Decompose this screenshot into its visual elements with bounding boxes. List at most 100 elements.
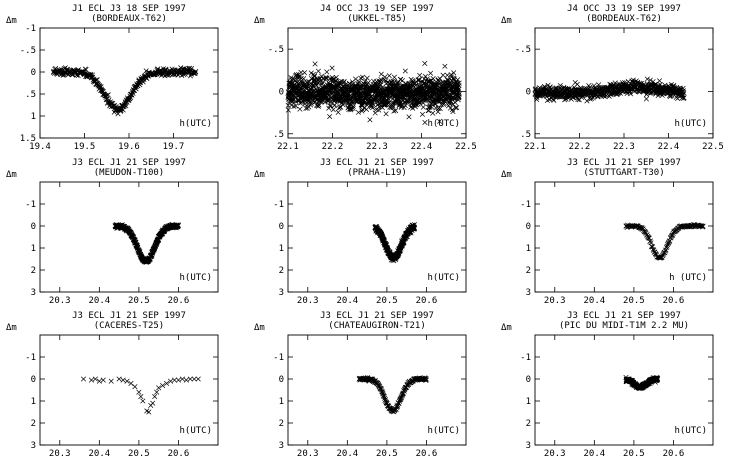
data-point (412, 225, 418, 231)
data-point (455, 77, 461, 83)
y-tick-label: -1 (25, 353, 36, 363)
x-tick-label: 22.4 (658, 142, 680, 152)
data-point (350, 105, 356, 111)
data-point (442, 63, 448, 69)
data-point (314, 83, 320, 89)
data-point (93, 77, 99, 83)
x-tick-label: 20.3 (544, 449, 566, 459)
x-tick-label: 22.1 (277, 142, 299, 152)
y-tick-label: -1 (273, 200, 284, 210)
x-tick-label: 20.3 (49, 449, 71, 459)
data-point (394, 81, 401, 87)
data-point (154, 389, 160, 395)
data-point (404, 99, 411, 105)
data-point (396, 400, 402, 406)
y-axis-label: Δm (6, 16, 17, 26)
y-tick-label: 1 (31, 397, 36, 407)
y-tick-label: 2 (279, 266, 284, 276)
y-tick-label: 1 (31, 244, 36, 254)
data-point (662, 250, 668, 256)
y-tick-label: 1.5 (20, 134, 36, 144)
data-point (440, 72, 446, 78)
panel-subtitle: (BORDEAUX-T62) (586, 14, 662, 24)
x-axis-label: h(UTC) (179, 119, 212, 129)
data-point (136, 389, 142, 395)
data-point (417, 72, 423, 78)
panel-subtitle: (PRAHA-L19) (347, 168, 407, 178)
data-point (307, 102, 314, 108)
data-point (109, 100, 115, 106)
data-point (456, 86, 462, 92)
x-tick-label: 20.5 (623, 449, 645, 459)
panel-title: J4 OCC J3 19 SEP 1997 (567, 4, 681, 14)
light-curve-panel: J1 ECL J3 18 SEP 1997(BORDEAUX-T62) Δm h(U… (6, 4, 219, 152)
plot-frame (534, 334, 714, 446)
y-tick-label: 0 (31, 222, 36, 232)
data-point (378, 78, 384, 85)
data-point (100, 377, 106, 383)
data-point (670, 232, 676, 238)
data-point (330, 107, 336, 113)
y-tick-label: 3 (526, 288, 531, 298)
data-point (290, 97, 296, 103)
x-tick-label: 20.5 (128, 296, 150, 306)
y-tick-label: 1 (526, 397, 531, 407)
data-point (422, 60, 428, 67)
data-point (657, 82, 663, 88)
data-point (442, 93, 448, 99)
y-axis-label: Δm (6, 323, 17, 333)
y-tick-label: 0 (526, 375, 531, 385)
y-tick-label: 0 (279, 87, 284, 97)
data-point (575, 96, 581, 103)
data-point (612, 80, 618, 86)
data-point (303, 105, 309, 111)
x-tick-label: 22.1 (524, 142, 546, 152)
data-point (655, 376, 661, 382)
data-point (293, 103, 299, 109)
data-point (394, 404, 400, 410)
y-tick-label: 2 (31, 266, 36, 276)
data-point (332, 102, 338, 108)
data-point (402, 68, 408, 74)
light-curve-panel: J3 ECL J1 21 SEP 1997(CHATEAUGIRON-T21) Δ… (254, 311, 467, 459)
data-point (355, 109, 361, 115)
data-point (643, 96, 649, 102)
light-curve-panel: J3 ECL J1 21 SEP 1997(STUTTGART-T30) Δm h … (501, 158, 714, 306)
data-point (363, 106, 370, 112)
data-point (450, 109, 456, 115)
x-axis-label: h(UTC) (427, 273, 460, 283)
data-point (382, 397, 389, 403)
data-point (587, 96, 593, 102)
y-tick-label: -1 (25, 200, 36, 210)
data-point (133, 86, 139, 92)
data-point (406, 114, 412, 120)
light-curve-panel: J3 ECL J1 21 SEP 1997(PIC DU MIDI-T1M 2.… (501, 311, 714, 459)
x-tick-label: 22.2 (569, 142, 591, 152)
data-point (140, 398, 146, 404)
y-axis-label: Δm (6, 170, 17, 180)
x-tick-label: 20.5 (376, 296, 398, 306)
data-point (680, 88, 686, 94)
data-point (333, 78, 339, 84)
data-point (138, 394, 144, 400)
y-tick-label: -.5 (515, 45, 531, 55)
x-axis-label: h(UTC) (674, 119, 707, 129)
x-axis-label: h(UTC) (427, 119, 460, 129)
data-point (288, 102, 294, 108)
y-tick-label: .5 (273, 130, 284, 140)
data-point (124, 378, 130, 384)
data-point (164, 380, 170, 386)
data-point (362, 78, 368, 85)
data-point (644, 76, 650, 82)
y-axis-label: Δm (254, 323, 265, 333)
y-tick-label: 1 (279, 397, 284, 407)
data-point (364, 75, 370, 81)
data-point (640, 226, 646, 232)
data-point (382, 395, 388, 401)
data-point (647, 77, 653, 83)
data-point (430, 110, 436, 116)
data-point (327, 113, 333, 120)
x-tick-label: 20.4 (583, 296, 605, 306)
x-tick-label: 20.6 (663, 449, 685, 459)
data-point (296, 74, 302, 80)
